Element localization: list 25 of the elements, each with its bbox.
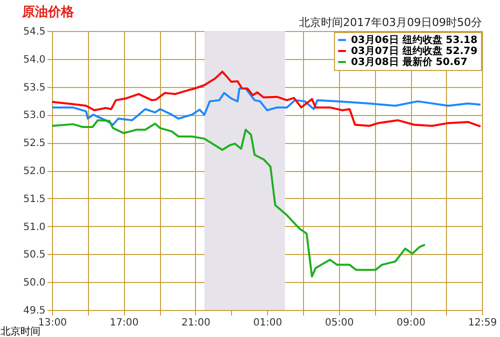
chart-title: 原油价格 <box>21 5 75 20</box>
x-tick-label: 05:00 <box>324 318 354 328</box>
y-tick-label: 54.5 <box>23 26 46 38</box>
x-tick-label: 09:00 <box>396 318 426 328</box>
y-tick-label: 49.5 <box>23 306 46 316</box>
y-tick-label: 53.5 <box>23 82 46 94</box>
x-tick-label: 21:00 <box>182 318 210 328</box>
legend-label: 03月07日 纽约收盘 52.79 <box>351 45 478 57</box>
y-tick-label: 50.0 <box>23 278 46 289</box>
legend-label: 03月06日 纽约收盘 53.18 <box>351 34 478 46</box>
y-tick-label: 52.5 <box>23 138 46 150</box>
x-tick-label: 17:00 <box>110 318 139 328</box>
y-tick-label: 53.0 <box>23 110 46 122</box>
x-tick-label: 01:00 <box>253 318 282 328</box>
legend-label: 03月08日 最新价 50.67 <box>351 56 468 68</box>
y-tick-label: 50.5 <box>23 250 46 261</box>
x-tick-label: 13:00 <box>38 318 67 328</box>
chart-subtitle: 北京时间2017年03月09日09时50分 <box>299 16 482 29</box>
y-tick-label: 52.0 <box>23 166 46 177</box>
y-tick-label: 51.5 <box>23 194 46 205</box>
y-tick-label: 51.0 <box>23 222 46 233</box>
line-series <box>52 119 426 278</box>
y-tick-label: 54.0 <box>23 54 46 66</box>
x-axis-title: 北京时间 <box>0 326 40 337</box>
x-tick-label: 12:59 <box>468 318 497 328</box>
